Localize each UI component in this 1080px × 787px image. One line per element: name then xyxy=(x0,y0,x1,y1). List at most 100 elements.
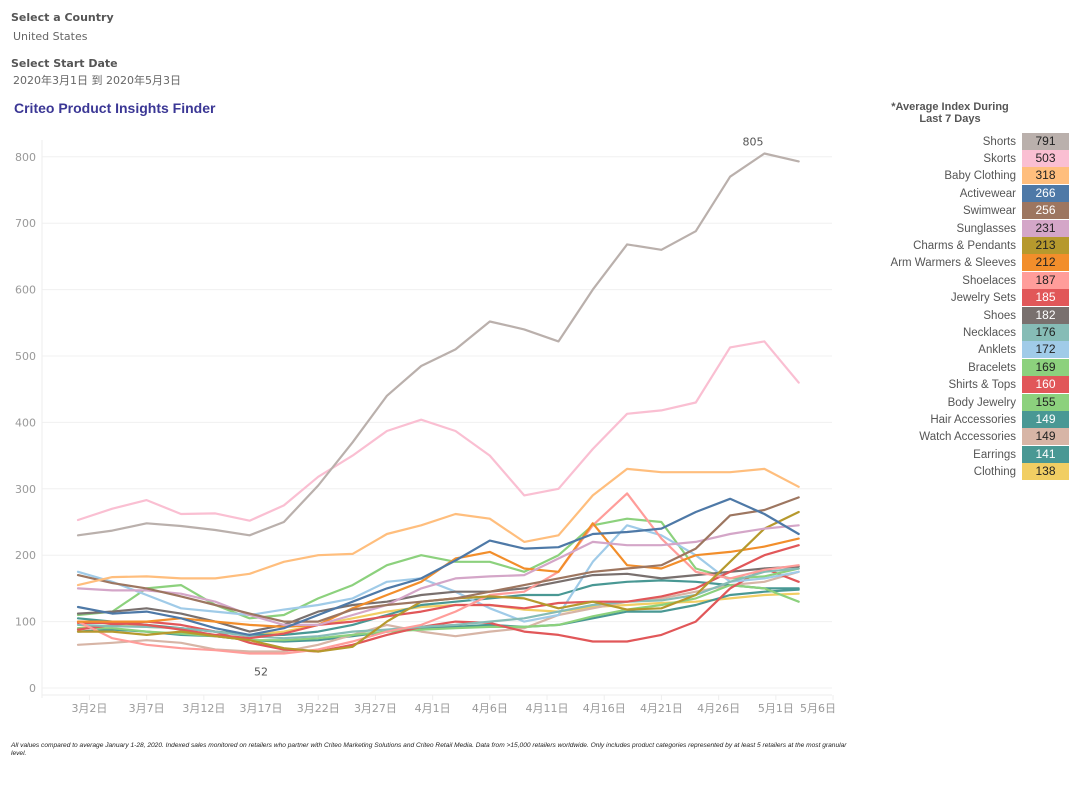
legend-item-value: 172 xyxy=(1022,341,1069,360)
x-tick-label: 4月21日 xyxy=(640,702,683,715)
legend-item-value: 169 xyxy=(1022,358,1069,377)
footnote: All values compared to average January 1… xyxy=(11,742,847,757)
legend-item-value: 176 xyxy=(1022,324,1069,342)
x-tick-label: 4月6日 xyxy=(472,702,508,715)
y-axis-ticks: 0 100 200 300 400 500 600 700 800 xyxy=(15,151,36,695)
legend-item-value: 791 xyxy=(1022,132,1069,151)
legend-item[interactable]: Activewear 266 xyxy=(860,184,1069,203)
legend-item-value: 187 xyxy=(1022,271,1069,290)
legend-item-value: 185 xyxy=(1022,289,1069,308)
x-axis-ticks: 3月2日 3月7日 3月12日 3月17日 3月22日 3月27日 4月1日 4月6日 4月11… xyxy=(71,695,836,715)
country-filter-label: Select a Country xyxy=(11,11,114,24)
series-line-activewear xyxy=(76,497,800,637)
y-tick-label: 500 xyxy=(15,350,36,363)
legend-item[interactable]: Anklets 172 xyxy=(860,341,1069,360)
legend-item-value: 256 xyxy=(1022,202,1069,221)
legend-item[interactable]: Body Jewelry 155 xyxy=(860,393,1069,412)
legend-item-name: Arm Warmers & Sleeves xyxy=(890,257,1016,270)
series-line-baby-clothing xyxy=(76,467,800,587)
legend-item-name: Swimwear xyxy=(962,205,1016,218)
legend-item[interactable]: Hair Accessories 149 xyxy=(860,410,1069,429)
legend-item[interactable]: Shoelaces 187 xyxy=(860,271,1069,290)
legend-item-value: 149 xyxy=(1022,410,1069,429)
date-filter-value[interactable]: 2020年3月1日 到 2020年5月3日 xyxy=(13,74,181,87)
y-tick-label: 400 xyxy=(15,416,36,429)
legend-title-line1: *Average Index During xyxy=(891,101,1009,113)
legend-item[interactable]: Necklaces 176 xyxy=(860,324,1069,342)
legend-item[interactable]: Bracelets 169 xyxy=(860,358,1069,377)
x-tick-label: 4月11日 xyxy=(526,702,569,715)
series-line-watch-accessories xyxy=(76,570,800,653)
legend-item[interactable]: Charms & Pendants 213 xyxy=(860,237,1069,256)
legend-item-value: 155 xyxy=(1022,393,1069,412)
annotation-label: 52 xyxy=(254,665,268,678)
country-filter-value[interactable]: United States xyxy=(13,30,88,43)
y-tick-label: 700 xyxy=(15,217,36,230)
y-tick-label: 100 xyxy=(15,616,36,629)
legend-title: *Average Index During Last 7 Days xyxy=(888,101,1012,125)
legend-item-value: 231 xyxy=(1022,219,1069,238)
legend-item[interactable]: Swimwear 256 xyxy=(860,202,1069,221)
x-tick-label: 3月7日 xyxy=(129,702,165,715)
series-lines xyxy=(76,152,800,655)
legend-item-name: Hair Accessories xyxy=(930,413,1016,426)
series-line-swimwear xyxy=(76,496,800,623)
y-tick-label: 800 xyxy=(15,151,36,164)
legend-item-name: Jewelry Sets xyxy=(950,292,1016,305)
x-tick-label: 3月27日 xyxy=(354,702,397,715)
legend-item-name: Bracelets xyxy=(968,361,1016,374)
series-line-shorts xyxy=(76,152,800,537)
legend-item[interactable]: Shoes 182 xyxy=(860,306,1069,325)
annotations: 805 52 xyxy=(254,135,763,678)
x-tick-label: 3月12日 xyxy=(182,702,225,715)
legend-item[interactable]: Earrings 141 xyxy=(860,445,1069,464)
legend-item-value: 213 xyxy=(1022,237,1069,256)
x-tick-label: 4月26日 xyxy=(697,702,740,715)
legend-item[interactable]: Jewelry Sets 185 xyxy=(860,289,1069,308)
legend-item-value: 503 xyxy=(1022,150,1069,169)
legend-item-value: 318 xyxy=(1022,167,1069,186)
series-line-shoes xyxy=(76,565,800,633)
legend-item-name: Sunglasses xyxy=(956,222,1016,235)
legend-item[interactable]: Arm Warmers & Sleeves 212 xyxy=(860,254,1069,273)
legend-item-name: Body Jewelry xyxy=(947,396,1016,409)
legend-item[interactable]: Shorts 791 xyxy=(860,132,1069,151)
legend-item-value: 138 xyxy=(1022,463,1069,482)
legend-item-value: 160 xyxy=(1022,376,1069,395)
legend-item-name: Shorts xyxy=(982,135,1016,148)
legend-item-value: 212 xyxy=(1022,254,1069,273)
legend: Shorts 791 Skorts 503 Baby Clothing 318 Active… xyxy=(860,132,1069,482)
annotation-label: 805 xyxy=(742,135,763,148)
series-line-anklets xyxy=(76,524,800,623)
series-line-necklaces xyxy=(76,567,800,640)
y-tick-label: 200 xyxy=(15,549,36,562)
legend-item-name: Shoes xyxy=(983,309,1016,322)
legend-item[interactable]: Clothing 138 xyxy=(860,463,1069,482)
x-tick-label: 3月22日 xyxy=(297,702,340,715)
series-line-sunglasses xyxy=(76,524,800,626)
x-tick-label: 3月17日 xyxy=(240,702,283,715)
legend-item-value: 141 xyxy=(1022,445,1069,464)
legend-item[interactable]: Skorts 503 xyxy=(860,150,1069,169)
legend-item[interactable]: Shirts & Tops 160 xyxy=(860,376,1069,395)
legend-item-name: Shirts & Tops xyxy=(948,379,1016,392)
x-tick-label: 5月1日 xyxy=(758,702,794,715)
legend-item-name: Shoelaces xyxy=(962,274,1016,287)
legend-item[interactable]: Watch Accessories 149 xyxy=(860,428,1069,447)
legend-item-value: 149 xyxy=(1022,428,1069,447)
legend-item-value: 182 xyxy=(1022,306,1069,325)
legend-item[interactable]: Baby Clothing 318 xyxy=(860,167,1069,186)
legend-item-name: Activewear xyxy=(959,187,1016,200)
x-tick-label: 4月1日 xyxy=(415,702,451,715)
legend-item-value: 266 xyxy=(1022,184,1069,203)
legend-item-name: Necklaces xyxy=(962,326,1016,339)
y-tick-label: 300 xyxy=(15,483,36,496)
legend-item-name: Skorts xyxy=(983,153,1016,166)
legend-item[interactable]: Sunglasses 231 xyxy=(860,219,1069,238)
chart-title: Criteo Product Insights Finder xyxy=(14,100,216,116)
legend-title-line2: Last 7 Days xyxy=(919,113,981,125)
x-tick-label: 5月6日 xyxy=(800,702,836,715)
legend-item-name: Earrings xyxy=(973,448,1016,461)
y-tick-label: 0 xyxy=(29,682,36,695)
legend-item-name: Watch Accessories xyxy=(919,431,1016,444)
